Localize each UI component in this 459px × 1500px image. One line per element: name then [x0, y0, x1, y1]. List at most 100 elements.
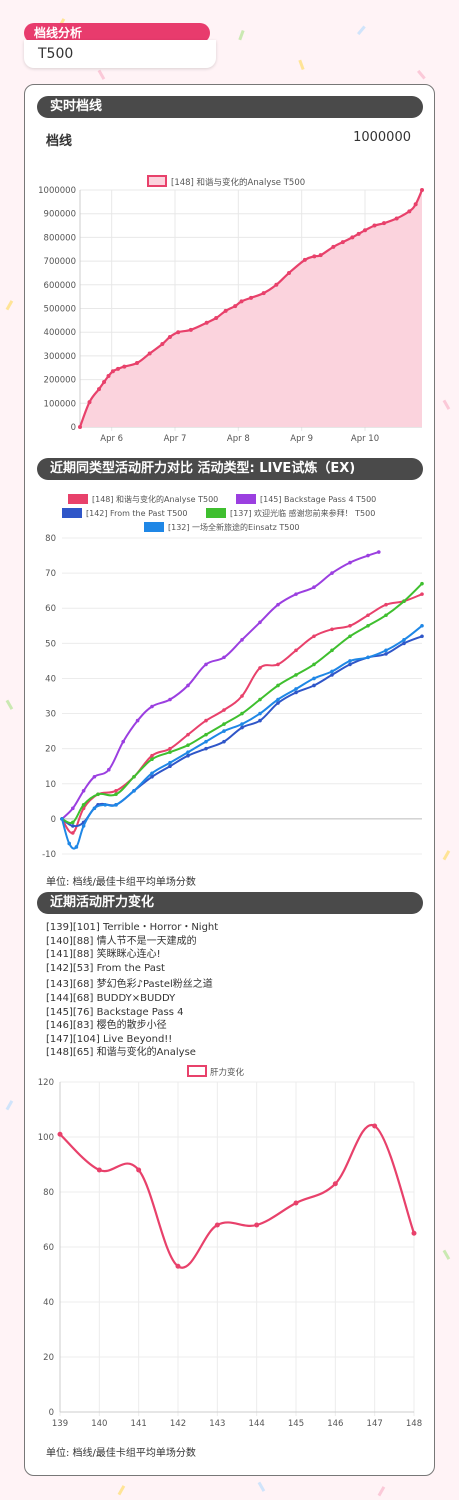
x-tick-label: 146	[327, 1419, 343, 1429]
data-point	[348, 634, 352, 639]
data-point	[318, 253, 323, 258]
data-point	[121, 739, 125, 744]
chart3-legend: 肝力变化	[187, 1065, 245, 1078]
data-point	[132, 774, 136, 779]
data-point	[71, 831, 75, 835]
series-line	[61, 582, 423, 824]
y-tick-label: 60	[43, 1243, 54, 1253]
y-tick-label: 600000	[44, 281, 76, 291]
series-line	[61, 593, 423, 834]
y-tick-label: 700000	[44, 257, 76, 267]
data-point	[160, 342, 165, 347]
data-point	[348, 560, 352, 565]
data-point	[254, 1222, 260, 1228]
list-item: [148][65] 和谐与变化的Analyse	[46, 1047, 196, 1059]
data-point	[312, 254, 317, 259]
data-point	[402, 638, 406, 642]
data-point	[114, 789, 118, 793]
data-point	[402, 641, 406, 646]
data-point	[150, 704, 154, 709]
data-point	[382, 221, 386, 226]
data-point	[110, 369, 115, 374]
y-tick-label: 80	[45, 534, 56, 544]
data-point	[366, 553, 370, 558]
data-point	[420, 581, 424, 586]
x-tick-label: Apr 7	[164, 434, 187, 444]
data-point	[348, 662, 352, 667]
data-point	[106, 374, 111, 379]
x-tick-label: Apr 9	[290, 434, 313, 444]
data-point	[114, 792, 118, 797]
data-point	[312, 662, 316, 667]
data-point	[332, 1181, 338, 1187]
data-point	[312, 634, 316, 639]
section-title-trend: 近期活动肝力变化	[37, 892, 423, 914]
data-point	[168, 697, 172, 702]
data-point	[233, 304, 238, 309]
y-tick-label: 40	[45, 674, 56, 684]
data-point	[356, 231, 361, 236]
data-point	[147, 351, 152, 356]
data-point	[103, 803, 107, 807]
data-point	[97, 387, 101, 392]
data-point	[330, 627, 334, 632]
x-tick-label: 147	[367, 1419, 383, 1429]
list-item: [146][83] 樱色的散步小径	[46, 1020, 167, 1032]
x-tick-label: 139	[52, 1419, 68, 1429]
data-point	[294, 690, 298, 695]
data-point	[150, 774, 154, 779]
data-point	[312, 676, 316, 681]
legend-label: [132] 一场全新旅途的Einsatz T500	[168, 522, 300, 532]
data-point	[366, 613, 370, 618]
x-tick-label: 142	[170, 1419, 186, 1429]
legend-swatch	[236, 494, 256, 504]
data-point	[132, 789, 136, 793]
y-tick-label: 100000	[44, 399, 76, 409]
legend-swatch	[206, 508, 226, 518]
list-item: [144][68] BUDDY×BUDDY	[46, 992, 176, 1004]
data-point	[258, 711, 262, 716]
x-tick-label: Apr 10	[351, 434, 379, 444]
data-point	[384, 652, 388, 656]
data-point	[114, 803, 118, 807]
legend-swatch	[187, 1065, 207, 1077]
data-point	[116, 366, 120, 371]
data-point	[249, 295, 253, 300]
data-point	[175, 1263, 181, 1269]
data-point	[407, 209, 412, 214]
data-point	[168, 750, 172, 754]
data-point	[186, 750, 190, 754]
data-point	[87, 400, 92, 405]
data-point	[331, 244, 336, 249]
x-tick-label: 141	[131, 1419, 147, 1429]
data-point	[71, 820, 75, 825]
data-point	[204, 739, 208, 744]
chart2-legend: [148] 和谐与变化的Analyse T500 [145] Backstage …	[62, 494, 376, 532]
data-point	[258, 697, 262, 702]
data-point	[261, 291, 266, 296]
x-tick-label: Apr 6	[100, 434, 123, 444]
data-point	[222, 655, 226, 660]
tier-label: T500	[24, 40, 216, 68]
legend-label: [142] From the Past T500	[86, 509, 187, 518]
data-point	[276, 683, 280, 688]
comparison-chart: [148] 和谐与变化的Analyse T500 [145] Backstage …	[42, 494, 424, 860]
data-point	[276, 697, 280, 702]
data-point	[67, 841, 71, 846]
data-point	[384, 613, 388, 618]
data-point	[186, 753, 190, 758]
unit-note-compare: 单位: 档线/最佳卡组平均单场分数	[46, 877, 196, 888]
y-tick-label: 800000	[44, 233, 76, 243]
legend-label: [145] Backstage Pass 4 T500	[260, 495, 376, 504]
y-tick-label: 80	[43, 1188, 54, 1198]
data-point	[81, 789, 86, 793]
data-point	[239, 299, 244, 304]
data-point	[340, 240, 345, 245]
data-point	[287, 270, 291, 275]
data-point	[302, 257, 307, 262]
data-point	[402, 599, 406, 603]
data-point	[204, 662, 208, 667]
data-point	[240, 694, 244, 698]
y-tick-label: 40	[43, 1298, 54, 1308]
